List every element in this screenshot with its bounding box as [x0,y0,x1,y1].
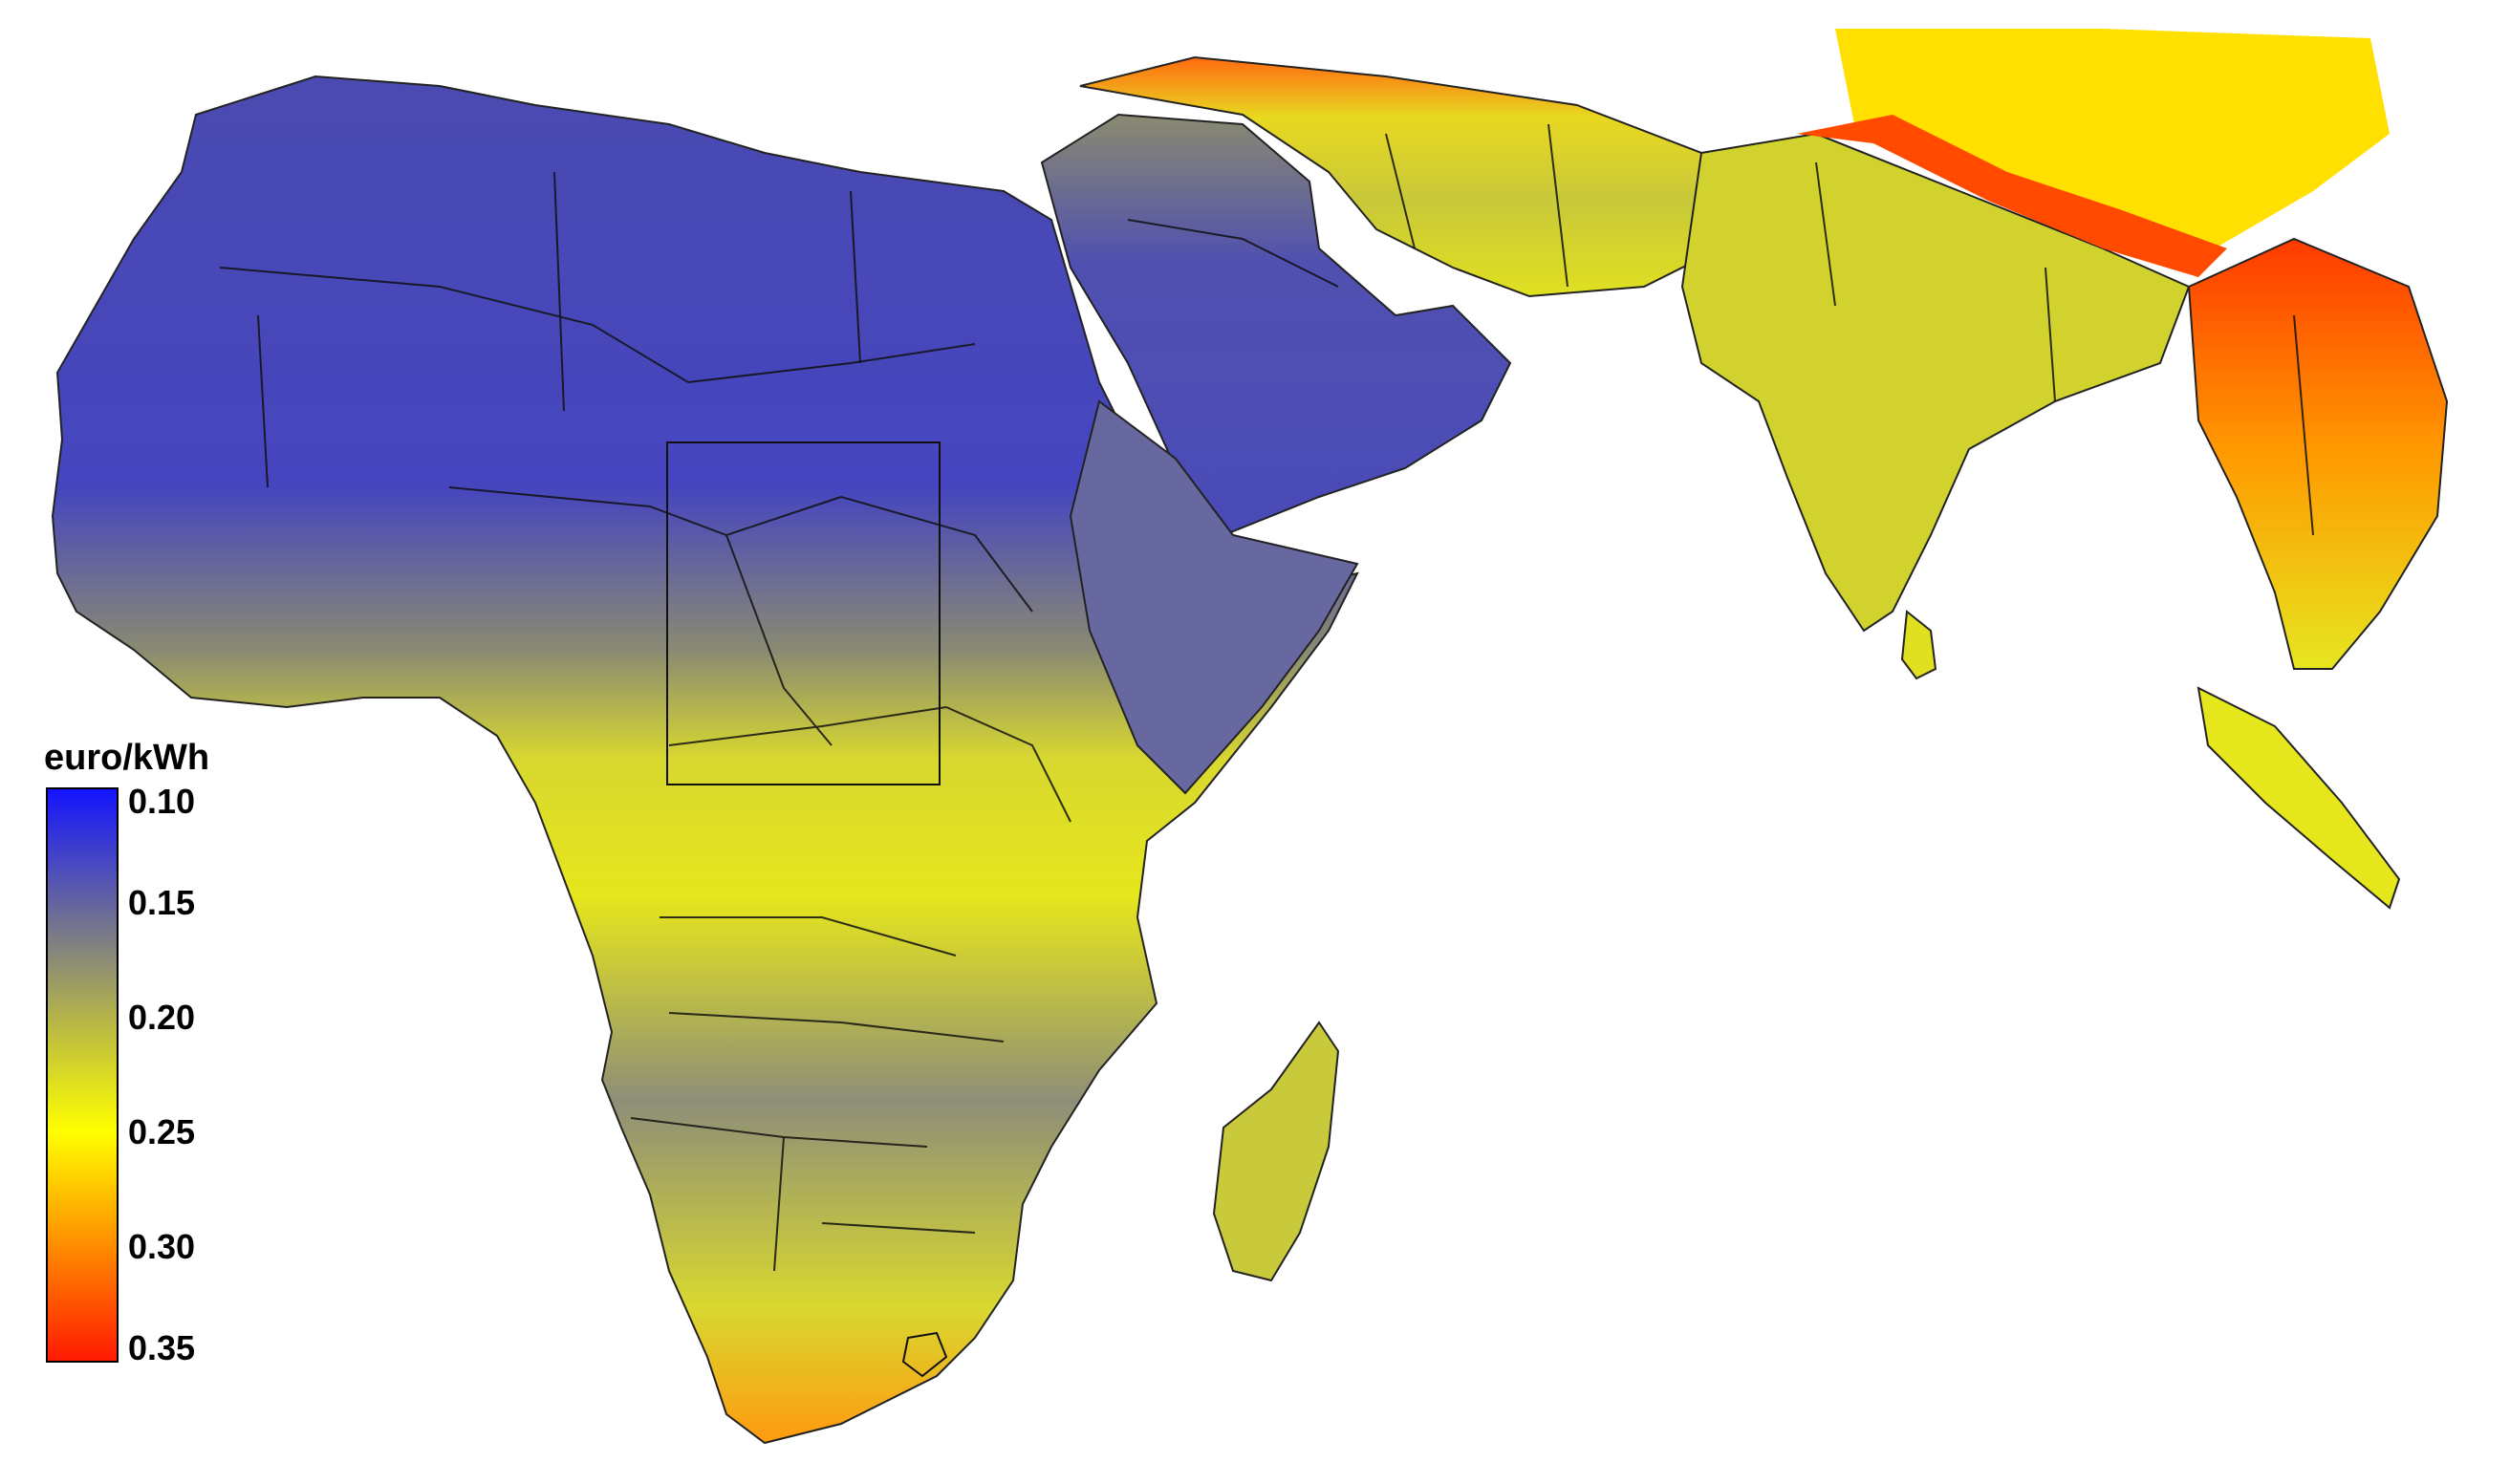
legend-title: euro/kWh [44,738,210,778]
indian-subcontinent [1680,132,2191,633]
legend-tick-4: 0.25 [128,1112,196,1151]
madagascar [1212,1021,1340,1282]
himalaya-band [1797,115,2227,277]
legend-tick-3: 0.20 [128,998,196,1037]
africa-landmass [51,75,1359,1445]
sri-lanka [1900,610,1937,680]
southeast-asia [2187,237,2449,670]
legend-tick-6: 0.35 [128,1328,196,1367]
lesotho [901,1331,948,1378]
colorbar [46,787,119,1363]
iran-central-asia [1079,55,1722,298]
arabian-peninsula [1040,113,1512,537]
sumatra [2196,686,2401,910]
legend-tick-1: 0.10 [128,782,196,821]
country-borders [219,123,2314,1272]
legend-tick-2: 0.15 [128,883,196,922]
tibetan-plateau [1835,29,2390,258]
study-area-rectangle [666,441,941,785]
horn-of-africa [1069,399,1359,795]
legend-tick-5: 0.30 [128,1227,196,1266]
colorbar-gradient [48,789,117,1361]
